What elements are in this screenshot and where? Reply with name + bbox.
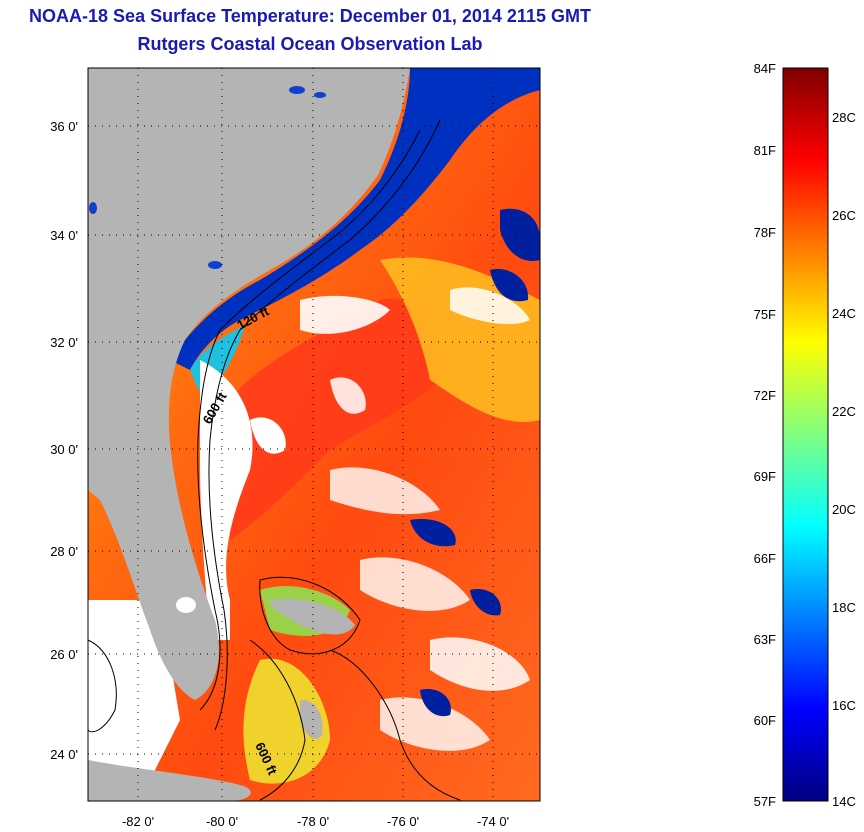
lon-tick-label: -80 0' (206, 814, 238, 829)
colorbar-f-label: 69F (754, 469, 776, 484)
colorbar-c-label: 24C (832, 306, 856, 321)
map-subtitle: Rutgers Coastal Ocean Observation Lab (137, 34, 483, 54)
isobath-contours (87, 119, 461, 801)
land-andros (300, 699, 323, 740)
colorbar-f-label: 63F (754, 632, 776, 647)
cloud-mask (88, 287, 530, 800)
map-title: NOAA-18 Sea Surface Temperature: Decembe… (29, 6, 591, 26)
colorbar-f-label: 84F (754, 61, 776, 76)
colorbar-c-label: 18C (832, 600, 856, 615)
lat-tick-label: 26 0' (50, 647, 78, 662)
colorbar-f-label: 78F (754, 225, 776, 240)
lat-tick-label: 30 0' (50, 442, 78, 457)
colorbar-f-label: 57F (754, 794, 776, 809)
lat-tick-label: 24 0' (50, 747, 78, 762)
colorbar-c-label: 20C (832, 502, 856, 517)
bahamas-shallows (243, 658, 330, 784)
lon-tick-label: -82 0' (122, 814, 154, 829)
cold-patches (410, 208, 540, 717)
lat-tick-label: 34 0' (50, 228, 78, 243)
land-cuba (88, 760, 251, 801)
colorbar-fahrenheit-labels: 84F 81F 78F 75F 72F 69F 66F 63F 60F 57F (754, 61, 776, 809)
map-frame (87, 67, 541, 802)
colorbar-f-label: 81F (754, 143, 776, 158)
colorbar-c-label: 28C (832, 110, 856, 125)
colorbar (782, 67, 829, 802)
lon-tick-label: -76 0' (387, 814, 419, 829)
colorbar-c-label: 16C (832, 698, 856, 713)
lon-tick-label: -74 0' (477, 814, 509, 829)
inland-lakes (89, 86, 326, 613)
lat-tick-labels: 36 0' 34 0' 32 0' 30 0' 28 0' 26 0' 24 0… (50, 119, 78, 762)
land-us-southeast (88, 68, 410, 700)
gulf-stream-core (230, 298, 440, 540)
colorbar-f-label: 66F (754, 551, 776, 566)
colorbar-c-label: 26C (832, 208, 856, 223)
colorbar-f-label: 60F (754, 713, 776, 728)
colorbar-celsius-labels: 28C 26C 24C 22C 20C 18C 16C 14C (832, 110, 856, 809)
land-grand-bahama (270, 598, 355, 635)
colorbar-c-label: 14C (832, 794, 856, 809)
colorbar-f-label: 72F (754, 388, 776, 403)
lon-tick-label: -78 0' (297, 814, 329, 829)
lat-tick-label: 28 0' (50, 544, 78, 559)
lon-tick-labels: -82 0' -80 0' -78 0' -76 0' -74 0' (122, 814, 509, 829)
lat-tick-label: 32 0' (50, 335, 78, 350)
lat-tick-label: 36 0' (50, 119, 78, 134)
colorbar-f-label: 75F (754, 307, 776, 322)
colorbar-c-label: 22C (832, 404, 856, 419)
